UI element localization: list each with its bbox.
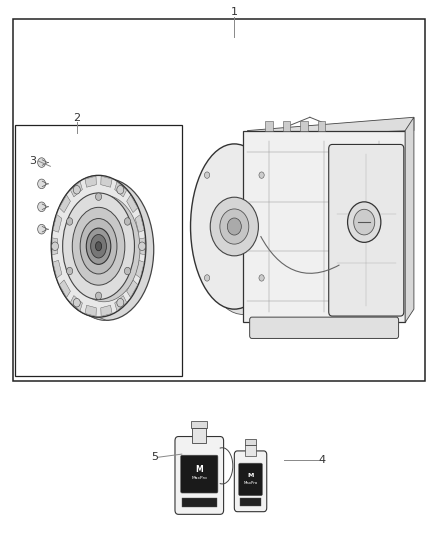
Circle shape bbox=[67, 267, 73, 274]
Ellipse shape bbox=[80, 219, 117, 274]
Circle shape bbox=[117, 185, 124, 194]
Circle shape bbox=[220, 209, 249, 244]
Bar bbox=[13, 19, 425, 381]
Polygon shape bbox=[127, 280, 138, 297]
Circle shape bbox=[67, 217, 73, 225]
Circle shape bbox=[73, 185, 80, 194]
Ellipse shape bbox=[51, 175, 146, 317]
Ellipse shape bbox=[95, 241, 102, 251]
Polygon shape bbox=[52, 238, 58, 255]
Circle shape bbox=[117, 298, 124, 307]
Bar bbox=[15, 125, 182, 376]
Polygon shape bbox=[101, 176, 112, 187]
Circle shape bbox=[38, 202, 46, 212]
Bar bbox=[300, 121, 308, 131]
Circle shape bbox=[38, 224, 46, 234]
Circle shape bbox=[259, 172, 264, 179]
Circle shape bbox=[52, 242, 59, 251]
Text: M: M bbox=[195, 465, 203, 473]
Circle shape bbox=[138, 242, 145, 251]
Bar bbox=[283, 121, 290, 131]
Circle shape bbox=[205, 172, 210, 179]
Ellipse shape bbox=[72, 207, 125, 285]
Polygon shape bbox=[139, 238, 145, 255]
Polygon shape bbox=[51, 175, 106, 320]
FancyBboxPatch shape bbox=[239, 463, 262, 496]
Ellipse shape bbox=[63, 193, 134, 300]
FancyBboxPatch shape bbox=[250, 317, 399, 338]
Circle shape bbox=[95, 292, 102, 300]
Bar bbox=[245, 439, 256, 445]
Circle shape bbox=[210, 197, 258, 256]
Text: 1: 1 bbox=[231, 7, 238, 17]
Text: 4: 4 bbox=[318, 455, 325, 465]
Bar bbox=[240, 498, 261, 506]
Polygon shape bbox=[85, 305, 96, 316]
Polygon shape bbox=[247, 117, 414, 136]
Polygon shape bbox=[53, 260, 62, 278]
Polygon shape bbox=[59, 280, 71, 297]
Circle shape bbox=[348, 202, 381, 243]
Ellipse shape bbox=[199, 149, 287, 314]
Circle shape bbox=[259, 274, 264, 281]
Ellipse shape bbox=[86, 228, 111, 264]
Polygon shape bbox=[85, 176, 96, 187]
Circle shape bbox=[354, 209, 375, 235]
Circle shape bbox=[124, 217, 131, 225]
Text: 5: 5 bbox=[151, 453, 158, 462]
FancyBboxPatch shape bbox=[234, 451, 267, 512]
Polygon shape bbox=[59, 195, 71, 213]
Bar bbox=[191, 421, 207, 428]
Polygon shape bbox=[53, 214, 62, 232]
Text: 3: 3 bbox=[29, 156, 36, 166]
Circle shape bbox=[205, 274, 210, 281]
Circle shape bbox=[38, 158, 46, 167]
Bar bbox=[182, 498, 216, 507]
Ellipse shape bbox=[91, 235, 106, 258]
Bar bbox=[243, 131, 405, 322]
Polygon shape bbox=[115, 296, 127, 311]
Text: MaxPro: MaxPro bbox=[244, 481, 258, 486]
Polygon shape bbox=[71, 296, 82, 311]
Circle shape bbox=[124, 268, 131, 275]
Text: 2: 2 bbox=[73, 114, 80, 123]
Text: M: M bbox=[247, 473, 254, 479]
Polygon shape bbox=[135, 214, 144, 232]
Circle shape bbox=[38, 179, 46, 189]
Ellipse shape bbox=[68, 195, 140, 302]
Polygon shape bbox=[127, 195, 138, 213]
FancyBboxPatch shape bbox=[328, 144, 404, 316]
Bar bbox=[192, 428, 206, 443]
Bar bbox=[265, 121, 273, 131]
Polygon shape bbox=[71, 182, 82, 197]
Ellipse shape bbox=[191, 144, 278, 309]
Polygon shape bbox=[115, 182, 127, 197]
FancyBboxPatch shape bbox=[175, 437, 224, 514]
Polygon shape bbox=[405, 117, 414, 322]
Bar bbox=[245, 445, 256, 456]
Circle shape bbox=[95, 193, 102, 200]
FancyBboxPatch shape bbox=[180, 455, 218, 493]
Text: MaxPro: MaxPro bbox=[191, 476, 207, 480]
Circle shape bbox=[73, 298, 80, 307]
Bar bbox=[318, 121, 325, 131]
Polygon shape bbox=[101, 305, 112, 316]
Circle shape bbox=[227, 218, 241, 235]
Polygon shape bbox=[135, 260, 144, 278]
Ellipse shape bbox=[59, 179, 154, 320]
